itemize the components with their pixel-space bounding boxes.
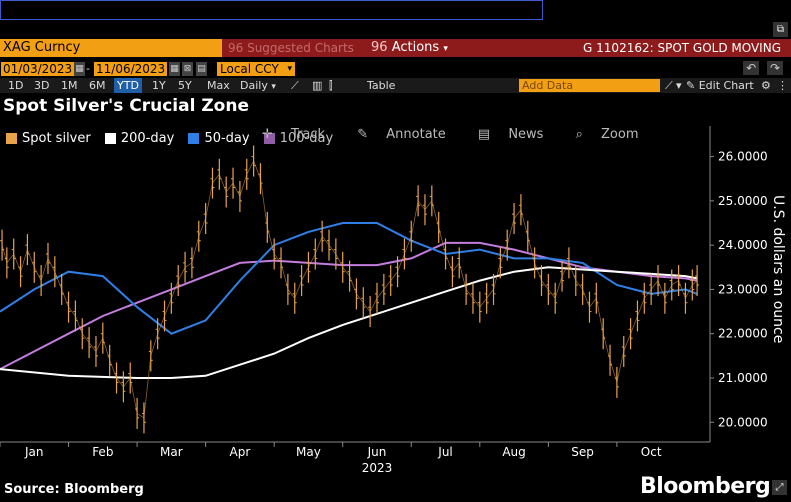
y-tick-label: 25.0000 — [718, 194, 768, 208]
news-icon: ▤ — [477, 127, 491, 142]
redo-icon[interactable]: ↷ — [767, 61, 783, 75]
chevron-down-icon: ▾ — [271, 82, 276, 92]
legend-item-200: 200-day — [104, 131, 175, 146]
range-6m[interactable]: 6M — [89, 79, 106, 92]
date-separator: - — [86, 62, 90, 75]
x-tick-label: Apr — [230, 445, 251, 459]
frequency-value: Daily — [240, 79, 268, 92]
x-tick-label: Mar — [160, 445, 183, 459]
legend-label: 100-day — [279, 131, 334, 146]
calendar-icon[interactable]: ▦ — [74, 62, 85, 76]
bloomberg-logo: Bloomberg — [640, 474, 771, 499]
y-tick-label: 26.0000 — [718, 150, 768, 164]
actions-menu-button[interactable]: 96 Actions ▾ — [371, 39, 448, 57]
undo-redo-group: ↶ ↷ — [743, 61, 783, 77]
edit-chart-label: Edit Chart — [698, 79, 754, 92]
currency-value: Local CCY — [220, 62, 279, 76]
expand-icon[interactable]: ⤢ — [772, 480, 787, 495]
chevron-down-icon: ▾ — [287, 64, 292, 74]
range-1m[interactable]: 1M — [61, 79, 78, 92]
source-note: Source: Bloomberg — [4, 482, 144, 497]
annotate-tool[interactable]: ✎ Annotate — [357, 127, 446, 142]
ohlc-icon[interactable]: ⫿ — [329, 79, 333, 92]
y-axis-label: U.S. dollars an ounce — [770, 195, 786, 344]
start-date-input[interactable]: 01/03/2023 — [1, 62, 75, 76]
line-chart-icon[interactable]: ⟋ — [291, 79, 299, 92]
series-line-50-day — [0, 222, 698, 335]
actions-number: 96 — [371, 40, 388, 55]
x-tick-label: May — [296, 445, 321, 459]
edit-chart-button[interactable]: ✎ Edit Chart — [686, 78, 754, 93]
legend-item-50: 50-day — [188, 131, 250, 146]
table-button[interactable]: Table — [367, 79, 396, 92]
range-1d[interactable]: 1D — [8, 79, 24, 92]
legend-swatch — [188, 133, 200, 144]
legend-swatch — [6, 133, 17, 144]
y-tick-label: 24.0000 — [718, 238, 768, 252]
range-1y[interactable]: 1Y — [152, 79, 166, 92]
price-chart: 20.0000 21.0000 22.0000 23.0000 24.0000 25.00… — [0, 126, 768, 475]
chart-tools: ✛ Track ✎ Annotate ▤ News ⌕ Zoom — [262, 127, 667, 142]
calendar-icon[interactable]: ▦ — [169, 62, 180, 76]
x-tick-label: Jul — [437, 445, 452, 459]
legend-item-spot: Spot silver — [6, 131, 91, 146]
chevron-down-icon[interactable]: ▾ — [676, 79, 682, 92]
track-tool[interactable]: ✛ Track — [262, 127, 326, 142]
range-5y[interactable]: 5Y — [178, 79, 192, 92]
command-line-input[interactable] — [0, 0, 543, 20]
legend-swatch — [104, 133, 116, 144]
lock-icon[interactable]: ⊠ — [182, 62, 193, 76]
more-options-icon[interactable]: ⋮ — [777, 79, 788, 92]
bar-chart-icon[interactable]: ▥ — [312, 79, 323, 92]
y-tick-label: 23.0000 — [718, 282, 768, 296]
pop-out-icon[interactable]: ⧉ — [773, 22, 788, 37]
news-tool[interactable]: ▤ News — [477, 127, 544, 142]
legend-label: 200-day — [120, 131, 175, 146]
x-tick-label: Jun — [367, 445, 387, 459]
range-3d[interactable]: 3D — [34, 79, 50, 92]
x-tick-label: Sep — [571, 445, 594, 459]
legend-item-100: 100-day — [263, 131, 334, 146]
frequency-select[interactable]: Daily ▾ — [240, 78, 276, 93]
actions-label: Actions — [391, 40, 440, 55]
range-max[interactable]: Max — [207, 79, 230, 92]
x-tick-label: Aug — [502, 445, 525, 459]
crosshair-icon: ✛ — [262, 127, 273, 142]
legend-swatch — [263, 133, 275, 144]
pencil-icon: ✎ — [686, 79, 696, 92]
pen-icon: ✎ — [357, 127, 369, 142]
x-tick-label: Jan — [24, 445, 44, 459]
end-date-input[interactable]: 11/06/2023 — [94, 62, 168, 76]
y-tick-label: 21.0000 — [718, 371, 768, 385]
settings-gear-icon[interactable]: ⚙ — [761, 79, 771, 92]
series-line-200-day — [0, 266, 698, 379]
add-data-input[interactable]: Add Data — [519, 79, 660, 92]
x-tick-label: Oct — [641, 445, 662, 459]
legend-label: 50-day — [204, 131, 250, 146]
zoom-tool[interactable]: ⌕ Zoom — [575, 127, 639, 142]
chart-title: Spot Silver's Crucial Zone — [3, 96, 249, 116]
news-headline-link[interactable]: G 1102162: SPOT GOLD MOVING — [583, 41, 781, 55]
undo-icon[interactable]: ↶ — [743, 61, 760, 75]
chart-legend: Spot silver 200-day 50-day 100-day — [6, 131, 343, 149]
ticker-field[interactable]: XAG Curncy — [0, 39, 222, 57]
line-chart-icon[interactable]: ⟋ — [665, 79, 673, 92]
series-line-spot-silver — [1, 160, 698, 419]
legend-label: Spot silver — [22, 131, 91, 146]
x-tick-label: Feb — [92, 445, 113, 459]
y-tick-label: 22.0000 — [718, 327, 768, 341]
x-axis-year-label: 2023 — [362, 461, 393, 475]
date-options-icon[interactable]: ▤ — [196, 62, 207, 76]
magnifier-icon: ⌕ — [575, 127, 583, 142]
suggested-charts-button[interactable]: 96 Suggested Charts — [228, 41, 354, 55]
range-ytd[interactable]: YTD — [114, 78, 142, 93]
chevron-down-icon: ▾ — [443, 44, 448, 54]
currency-select[interactable]: Local CCY ▾ — [217, 62, 295, 76]
y-tick-label: 20.0000 — [718, 415, 768, 429]
series-line-100-day — [0, 241, 698, 370]
